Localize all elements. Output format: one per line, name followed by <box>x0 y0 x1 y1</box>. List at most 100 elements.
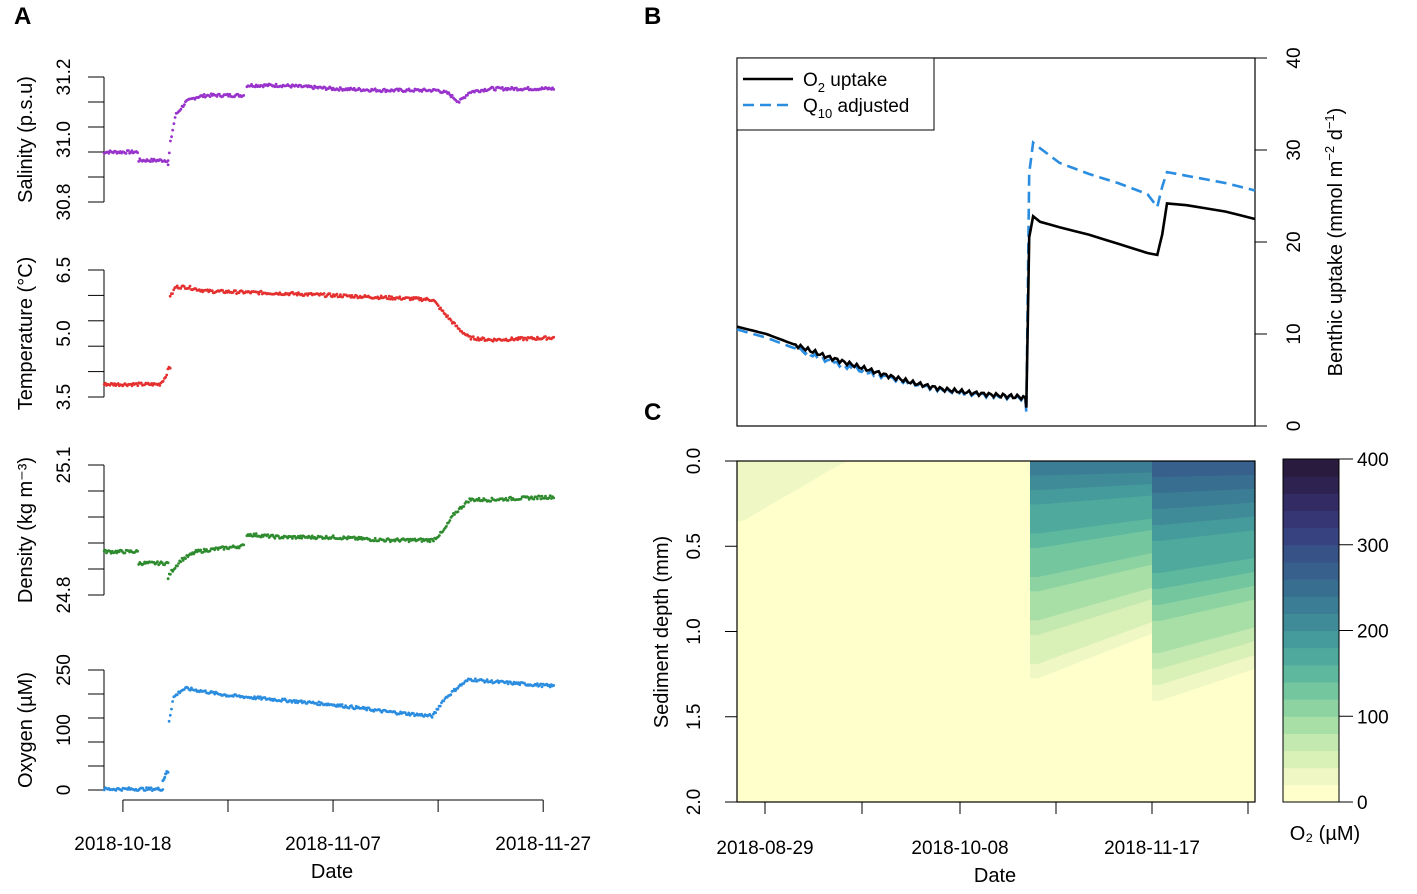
panel-a-data-point <box>298 536 301 540</box>
panel-a-series-segment <box>102 365 172 388</box>
panel-a-data-point <box>469 337 473 341</box>
panel-a-data-point <box>172 288 176 292</box>
panel-a-data-point <box>258 695 262 699</box>
panel-c-colorbar-step <box>1283 493 1339 511</box>
panel-a-data-point <box>407 711 411 715</box>
panel-a-data-point <box>536 497 539 501</box>
panel-a-data-point <box>166 163 170 167</box>
panel-a-data-point <box>236 92 240 96</box>
panel-a-data-point <box>526 85 530 89</box>
panel-a-data-point <box>466 93 469 97</box>
panel-a-data-point <box>420 540 424 543</box>
panel-c-surface-band <box>737 461 848 522</box>
panel-b-legend-label: Q10 adjusted <box>803 96 909 121</box>
panel-a-data-point <box>171 128 175 132</box>
panel-a-data-point <box>436 304 440 307</box>
panel-a-data-point <box>309 537 313 540</box>
panel-a-data-point <box>141 786 145 790</box>
panel-a-data-point <box>345 537 349 541</box>
panel-a-data-point <box>453 321 456 325</box>
panel-a-data-point <box>475 338 479 342</box>
panel-a-data-point <box>299 699 303 702</box>
panel-a-data-point <box>491 339 495 343</box>
panel-a-data-point <box>434 711 437 715</box>
panel-a-series-segment <box>168 284 556 343</box>
panel-c-contour-band <box>1152 461 1255 477</box>
panel-a-data-point <box>188 284 192 288</box>
panel-a-data-point <box>280 699 283 703</box>
panel-a-data-point <box>136 549 140 553</box>
panel-a-data-point <box>439 306 442 310</box>
panel-a-data-point <box>482 336 486 340</box>
panel-c-colorbar-step <box>1283 561 1339 580</box>
panel-a-data-point <box>136 151 140 155</box>
panel-c: 0.0 0.5 1.0 1.5 2.0 Sediment depth (mm) 2018-0… <box>651 448 1389 887</box>
panel-a-y-tick-label: 0 <box>54 785 75 796</box>
panel-a-data-point <box>390 295 394 299</box>
panel-a-data-point <box>166 159 170 163</box>
panel-a-data-point <box>173 566 177 570</box>
panel-a-data-point <box>102 788 106 792</box>
panel-a-data-point <box>548 685 552 689</box>
panel-a-data-point <box>291 537 294 540</box>
panel-a-y-tick-label: 24.8 <box>54 577 75 614</box>
panel-a-data-point <box>359 535 363 539</box>
panel-a-data-point <box>438 534 441 537</box>
panel-a-data-point <box>169 572 172 576</box>
panel-a-data-point <box>476 336 480 339</box>
panel-a-data-point <box>322 292 326 295</box>
panel-a-data-point <box>407 540 411 544</box>
panel-a-data-point <box>215 95 219 98</box>
panel-a-data-point <box>116 382 120 385</box>
panel-a-data-point <box>204 689 207 693</box>
panel-a-series-segment <box>102 786 165 792</box>
panel-a: 30.8 31.0 31.2 Salinity (p.s.u) 3.5 5.0 6.5 Tem… <box>15 59 591 883</box>
panel-a-data-point <box>509 338 512 342</box>
panel-c-colorbar-step <box>1283 699 1339 717</box>
panel-a-data-point <box>448 519 452 522</box>
panel-a-data-point <box>168 294 172 298</box>
panel-a-data-point <box>525 338 529 342</box>
panel-a-y-label: Salinity (p.s.u) <box>15 76 37 203</box>
panel-a-y-tick-label: 250 <box>54 654 75 686</box>
panel-b-y-label-part: d <box>1325 129 1347 146</box>
panel-a-data-point <box>312 87 315 91</box>
panel-a-data-point <box>506 498 510 502</box>
panel-a-subplot-3: 0 100 250 Oxygen (µM) <box>15 654 556 796</box>
panel-a-data-point <box>427 538 431 541</box>
panel-a-data-point <box>123 551 127 555</box>
panel-c-y-tick-label: 2.0 <box>684 789 705 815</box>
panel-a-series-segment <box>166 92 246 167</box>
panel-c-colorbar-step <box>1283 681 1339 700</box>
panel-letter-a: A <box>14 3 31 30</box>
panel-a-data-point <box>540 685 544 689</box>
panel-a-data-point <box>489 499 493 503</box>
panel-c-colorbar-step <box>1283 664 1339 683</box>
panel-a-data-point <box>339 293 342 297</box>
panel-a-data-point <box>139 381 143 385</box>
panel-a-data-point <box>443 312 447 316</box>
panel-a-data-point <box>184 557 187 560</box>
panel-a-data-point <box>179 287 183 290</box>
panel-a-data-point <box>172 122 176 125</box>
panel-a-series-segment <box>167 677 556 723</box>
panel-a-data-point <box>126 149 130 152</box>
panel-a-data-point <box>242 543 246 547</box>
panel-a-data-point <box>543 496 546 500</box>
panel-b-series-o2-uptake <box>736 201 1256 408</box>
panel-a-data-point <box>369 89 372 93</box>
panel-c-y-tick-label: 1.0 <box>684 618 705 644</box>
panel-a-data-point <box>253 534 257 538</box>
panel-a-data-point <box>341 537 344 541</box>
panel-a-data-point <box>202 93 206 96</box>
panel-a-data-point <box>150 157 154 161</box>
panel-a-data-point <box>137 160 141 163</box>
panel-a-data-point <box>552 684 556 687</box>
panel-a-data-point <box>506 682 510 686</box>
panel-a-data-point <box>104 548 107 552</box>
panel-c-colorbar-tick-label: 100 <box>1357 707 1389 728</box>
panel-b-legend-rest: adjusted <box>832 96 909 117</box>
panel-a-data-point <box>175 284 179 288</box>
panel-a-data-point <box>166 771 170 774</box>
